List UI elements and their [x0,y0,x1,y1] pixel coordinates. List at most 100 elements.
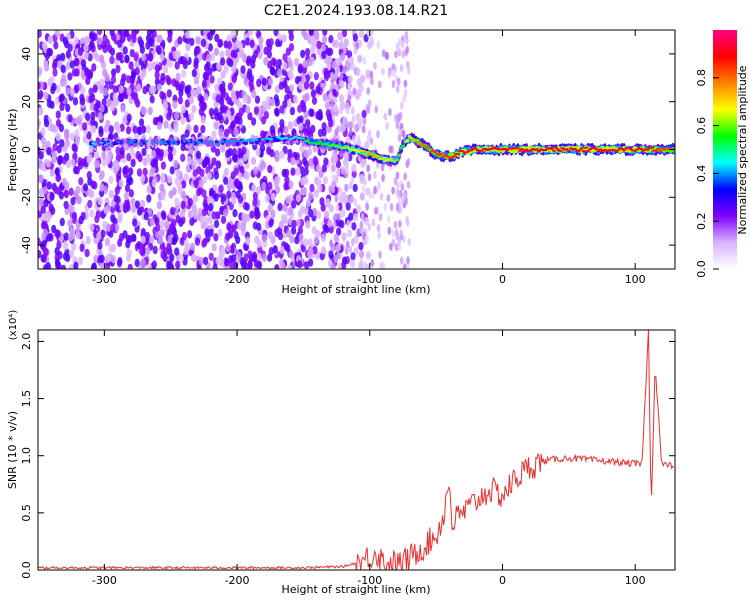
spectrogram-cell [307,238,313,247]
spectrogram-cell [140,106,146,115]
colorbar-tick-label: 0.4 [695,165,708,183]
spectrogram-cell [50,206,56,216]
spectrogram-cell [189,217,195,226]
spectrogram-cell [264,194,270,203]
spectrogram-cell [141,53,147,62]
spectrogram-ridge-cell [150,142,155,145]
spectrogram-cell [146,194,152,203]
spectrogram-cell [330,71,334,80]
spectrogram-cell [74,57,80,67]
spectrogram-cell [212,263,218,269]
spectrogram-cell [338,262,342,269]
spectrogram-cell [188,96,194,105]
spectrogram-cell [313,189,319,198]
spectrogram-cell [286,229,292,238]
spectrogram-cell [363,158,367,167]
spectrogram-cell [343,45,347,54]
spectrogram-cell [109,55,115,65]
spectrogram-cell [187,210,193,219]
spectrogram-cell [302,157,308,166]
spectrogram-cell [228,230,234,239]
spectrogram-cell [180,153,186,162]
spectrogram-cell [402,94,407,103]
spectrogram-cell [52,68,58,77]
spectrogram-cell [208,252,214,261]
spectrogram-ridge-cell [261,138,265,141]
spectrogram-cell [273,30,279,37]
spectrogram-cell [217,228,223,237]
spectrogram-cell [85,236,91,245]
spectrogram-cell [397,48,402,57]
spectrogram-cell [404,31,409,40]
spectrogram-cell [308,258,314,267]
spectrogram-ridge-cell [418,141,423,144]
spectrogram-cell [88,95,94,104]
spectrogram-cell [331,173,335,182]
spectrogram-cell [364,141,370,150]
spectrogram-ridge-cell [399,146,403,149]
spectrogram-cell [285,195,291,204]
spectrogram-cell [67,43,73,53]
spectrogram-cell [357,54,363,64]
spectrogram-cell [398,205,403,214]
spectrogram-cell [94,159,100,169]
spectrogram-cell [385,122,390,130]
spectrogram-cell [321,128,327,137]
spectrogram-ridge-cell [93,143,98,146]
spectrogram-cell [87,199,93,209]
spectrogram-cell [155,147,161,156]
spectrogram-cell [313,72,319,81]
spectrogram-cell [80,59,87,68]
spectrogram-cell [336,212,341,221]
spectrogram-cell [151,150,157,159]
spectrogram-cell [307,147,313,156]
spectrogram-cell [131,233,137,243]
spectrogram-cell [156,121,163,130]
spectrogram-cell [294,236,300,245]
spectrogram-cell [104,237,110,247]
spectrogram-cell [328,118,334,128]
spectrogram-cell [134,200,141,209]
spectrogram-cell [163,101,169,111]
spectrogram-cell [70,158,76,167]
spectrogram-ridge-cell [458,152,463,157]
spectrogram-cell [187,197,193,207]
spectrogram-cell [218,184,224,193]
spectrogram-cell [168,153,174,162]
spectrogram-cell [160,72,166,82]
spectrogram-cell [247,250,253,259]
spectrogram-cell [378,250,382,259]
spectrogram-cell [188,112,195,121]
spectrogram-cell [321,50,327,60]
spectrogram-cell [225,48,231,58]
spectrogram-cell [349,127,353,136]
spectrogram-cell [229,121,235,130]
spectrogram-cell [337,190,342,198]
spectrogram-cell [183,173,189,182]
spectrogram-ridge-cell [229,139,234,142]
spectrogram-cell [128,61,134,70]
spectrogram-cell [124,198,130,207]
spectrogram-cell [112,92,118,102]
spectrogram-cell [237,147,243,157]
spectrogram-cell [397,192,401,201]
spectrogram-cell [108,132,114,141]
spectrogram-cell [288,207,294,216]
spectrogram-cell [190,88,196,97]
spectrogram-cell [249,39,255,48]
spectrogram-cell [68,187,74,196]
spectrogram-cell [361,185,366,194]
spectrogram-cell [43,247,49,257]
spectrogram-ridge-cell [197,141,202,144]
spectrogram-ridge-cell [193,141,198,146]
spectrogram-cell [276,68,282,78]
spectrogram-cell [366,164,371,173]
spectrogram-cell [129,49,135,58]
spectrogram-cell [173,124,179,133]
spectrogram-cell [141,147,147,157]
spectrogram-cell [119,146,125,155]
spectrogram-cell [112,85,118,94]
spectrogram-cell [326,62,332,71]
spectrogram-cell [378,80,382,89]
spectrogram-ridge-cell [297,136,302,140]
